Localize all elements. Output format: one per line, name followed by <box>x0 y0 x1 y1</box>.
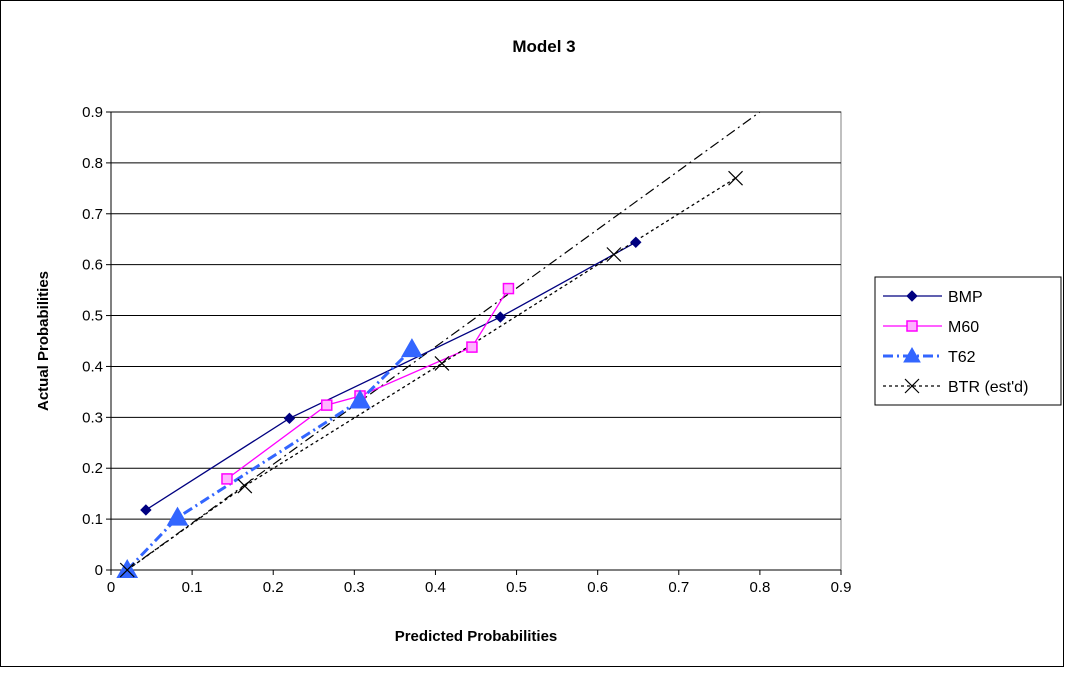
y-tick-label: 0.9 <box>82 104 103 121</box>
legend-label: T62 <box>948 349 976 366</box>
x-tick-label: 0.6 <box>587 579 608 596</box>
y-tick-label: 0.4 <box>82 358 103 375</box>
x-tick-label: 0.1 <box>182 579 203 596</box>
x-tick-label: 0.4 <box>425 579 446 596</box>
series-markers <box>116 170 743 578</box>
x-axis-ticks: 0 0.1 0.2 0.3 0.4 0.5 0.6 0.7 0.8 0.9 <box>107 569 852 596</box>
marker-diamond <box>906 290 918 302</box>
series-line <box>126 348 413 572</box>
legend-box <box>874 276 1062 406</box>
legend-label: BMP <box>948 289 983 306</box>
x-tick-label: 0.5 <box>506 579 527 596</box>
y-tick-label: 0.3 <box>82 409 103 426</box>
series-line <box>126 177 736 571</box>
y-tick-label: 0.2 <box>82 460 103 477</box>
x-tick-label: 0.7 <box>668 579 689 596</box>
x-tick-label: 0.9 <box>831 579 852 596</box>
y-tick-label: 0.1 <box>82 511 103 528</box>
marker-triangle <box>401 338 423 358</box>
grid-lines <box>111 111 841 520</box>
x-tick-label: 0 <box>107 579 115 596</box>
marker-square <box>466 341 478 353</box>
marker-x <box>237 478 253 494</box>
x-axis-label: Predicted Probabilities <box>395 628 558 645</box>
marker-x <box>904 378 920 394</box>
x-tick-label: 0.2 <box>263 579 284 596</box>
marker-square <box>906 320 918 332</box>
marker-triangle <box>166 506 189 526</box>
chart-title: Model 3 <box>512 37 575 56</box>
marker-triangle <box>116 558 139 578</box>
plot-area: 0 0.1 0.2 0.3 0.4 0.5 0.6 0.7 0.8 0.9 00.10.20.30… <box>82 104 851 596</box>
marker-diamond <box>494 311 507 323</box>
marker-triangle <box>349 389 371 409</box>
marker-x <box>434 355 450 371</box>
y-tick-label: 0.6 <box>82 257 103 274</box>
y-tick-label: 0 <box>95 562 103 579</box>
legend-label: M60 <box>948 319 979 336</box>
x-tick-label: 0.8 <box>749 579 770 596</box>
y-axis-label: Actual Probabilities <box>35 271 52 411</box>
marker-square <box>321 399 333 411</box>
marker-diamond <box>140 504 152 516</box>
y-tick-label: 0.7 <box>82 206 103 223</box>
y-axis-ticks: 0 0.1 0.2 0.3 0.4 0.5 0.6 0.7 0.8 0.9 <box>82 104 112 579</box>
marker-square <box>221 473 233 485</box>
marker-x <box>606 247 622 262</box>
marker-square <box>502 282 515 295</box>
legend-label: BTR (est'd) <box>948 379 1028 396</box>
y-tick-label: 0.5 <box>82 308 103 325</box>
legend: BMP M60 T62 BTR (est'd) <box>874 276 1062 406</box>
y-tick-label: 0.8 <box>82 155 103 172</box>
marker-x <box>119 562 135 578</box>
marker-diamond <box>630 236 642 248</box>
legend-items: BMP M60 T62 BTR (est'd) <box>883 289 1028 396</box>
x-tick-label: 0.3 <box>344 579 365 596</box>
marker-diamond <box>283 412 296 425</box>
series-line <box>145 241 637 511</box>
marker-x <box>728 170 743 186</box>
marker-triangle <box>903 346 921 363</box>
